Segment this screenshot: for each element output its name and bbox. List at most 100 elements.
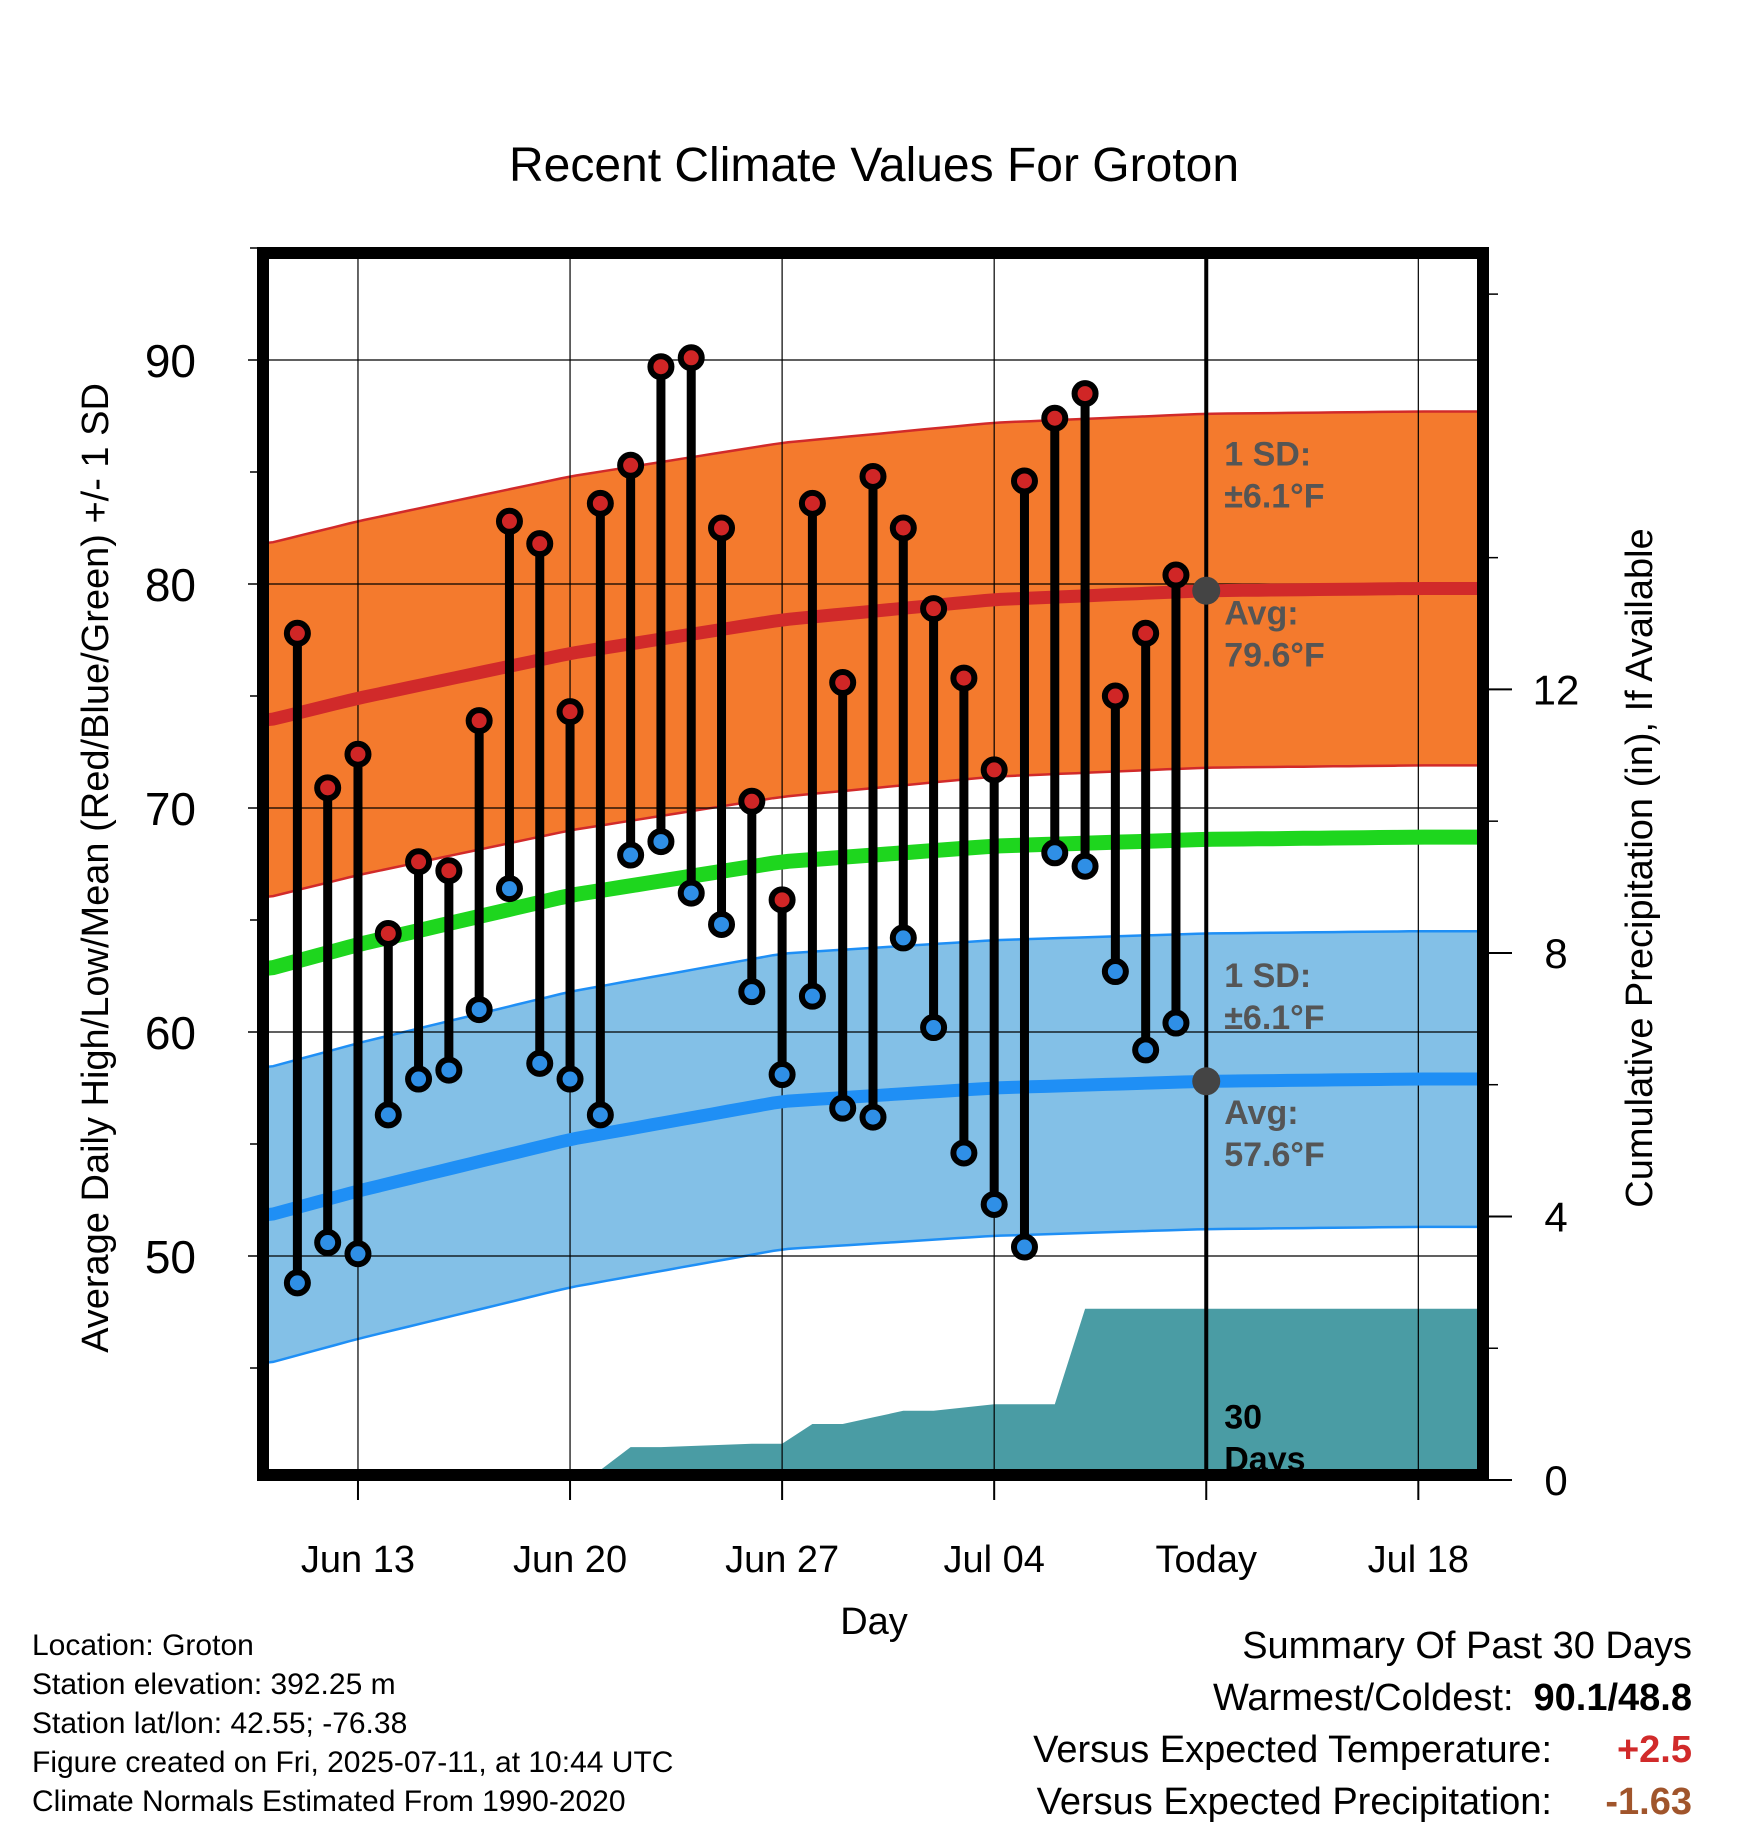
- daily-low-point: [1162, 1009, 1190, 1037]
- daily-high-point: [677, 344, 705, 372]
- daily-low-point: [283, 1269, 311, 1297]
- temp-label: Versus Expected Temperature:: [1033, 1729, 1552, 1771]
- daily-low-point: [859, 1103, 887, 1131]
- info-elevation: Station elevation: 392.25 m: [32, 1668, 396, 1701]
- daily-low-point: [677, 879, 705, 907]
- daily-high-point: [738, 787, 766, 815]
- y2-tick-label: 8: [1544, 930, 1567, 977]
- plot-frame: [257, 247, 1489, 1481]
- y-tick-label: 90: [145, 335, 196, 387]
- daily-high-point: [556, 698, 584, 726]
- daily-high-point: [586, 489, 614, 517]
- precip-area: [532, 1308, 1483, 1475]
- daily-high-point: [829, 669, 857, 697]
- daily-high-point: [859, 462, 887, 490]
- low-avg-annotation: 57.6°F: [1224, 1136, 1325, 1174]
- daily-low-point: [1132, 1036, 1160, 1064]
- daily-low-point: [435, 1056, 463, 1084]
- y2-tick-label: 0: [1544, 1457, 1567, 1504]
- daily-high-point: [980, 756, 1008, 784]
- high-sd-annotation: ±6.1°F: [1224, 477, 1324, 515]
- daily-low-point: [829, 1094, 857, 1122]
- precip-label: Versus Expected Precipitation:: [1036, 1781, 1552, 1823]
- high-sd-upper-edge: [263, 410, 1483, 545]
- daily-low-point: [889, 924, 917, 952]
- daily-low-point: [768, 1061, 796, 1089]
- daily-high-point: [1101, 682, 1129, 710]
- x-tick-label: Jun 13: [301, 1539, 415, 1581]
- summary-panel: Summary Of Past 30 Days Warmest/Coldest:…: [1033, 1620, 1692, 1828]
- summary-temp-row: Versus Expected Temperature: +2.5: [1033, 1724, 1692, 1776]
- daily-high-point: [405, 848, 433, 876]
- y-tick-label: 80: [145, 559, 196, 611]
- daily-high-point: [283, 619, 311, 647]
- y-tick-label: 50: [145, 1231, 196, 1283]
- daily-high-point: [617, 451, 645, 479]
- daily-high-point: [374, 919, 402, 947]
- low-sd-annotation: 1 SD:: [1224, 957, 1311, 995]
- daily-high-point: [1010, 467, 1038, 495]
- daily-low-point: [1071, 852, 1099, 880]
- station-info: Location: Groton Station elevation: 392.…: [32, 1626, 673, 1821]
- daily-high-point: [465, 707, 493, 735]
- daily-low-point: [920, 1014, 948, 1042]
- daily-high-point: [889, 514, 917, 542]
- high-sd-annotation: 1 SD:: [1224, 435, 1311, 473]
- daily-low-point: [526, 1049, 554, 1077]
- y2-tick-label: 4: [1544, 1193, 1567, 1240]
- daily-low-point: [617, 841, 645, 869]
- summary-precip-row: Versus Expected Precipitation: -1.63: [1033, 1776, 1692, 1828]
- daily-high-point: [1162, 561, 1190, 589]
- x-axis-label: Day: [840, 1601, 908, 1643]
- y2-axis-label: Cumulative Precipitation (in), If Availa…: [1619, 528, 1661, 1207]
- daily-low-point: [980, 1190, 1008, 1218]
- y-tick-label: 70: [145, 783, 196, 835]
- x-tick-label: Jul 18: [1368, 1539, 1469, 1581]
- today-low-marker: [1192, 1067, 1221, 1096]
- chart-title: Recent Climate Values For Groton: [509, 139, 1239, 192]
- info-normals: Climate Normals Estimated From 1990-2020: [32, 1785, 626, 1818]
- temp-value: +2.5: [1616, 1729, 1692, 1771]
- daily-high-point: [647, 353, 675, 381]
- daily-high-point: [1071, 380, 1099, 408]
- daily-low-point: [647, 828, 675, 856]
- daily-low-point: [495, 875, 523, 903]
- summary-warmest-row: Warmest/Coldest: 90.1/48.8: [1033, 1672, 1692, 1724]
- daily-low-point: [1010, 1233, 1038, 1261]
- summary-heading: Summary Of Past 30 Days: [1242, 1625, 1692, 1667]
- daily-high-point: [798, 489, 826, 517]
- x-tick-label: Today: [1156, 1539, 1257, 1581]
- daily-low-point: [586, 1101, 614, 1129]
- daily-low-point: [950, 1139, 978, 1167]
- daily-low-point: [374, 1101, 402, 1129]
- y-tick-label: 60: [145, 1007, 196, 1059]
- low-avg-annotation: Avg:: [1224, 1094, 1298, 1132]
- precip-value: -1.63: [1605, 1781, 1692, 1823]
- daily-low-point: [465, 996, 493, 1024]
- low-sd-lower-edge: [263, 1225, 1483, 1365]
- precip-annotation: 30: [1224, 1398, 1262, 1436]
- daily-high-point: [344, 740, 372, 768]
- daily-low-point: [344, 1240, 372, 1268]
- info-created: Figure created on Fri, 2025-07-11, at 10…: [32, 1746, 674, 1779]
- daily-low-point: [314, 1229, 342, 1257]
- x-tick-label: Jun 27: [725, 1539, 839, 1581]
- daily-low-point: [1101, 958, 1129, 986]
- daily-high-point: [1132, 619, 1160, 647]
- info-latlon: Station lat/lon: 42.55; -76.38: [32, 1707, 408, 1740]
- daily-high-point: [1041, 404, 1069, 432]
- daily-high-point: [950, 664, 978, 692]
- low-sd-annotation: ±6.1°F: [1224, 999, 1324, 1037]
- daily-high-point: [768, 886, 796, 914]
- daily-high-point: [526, 530, 554, 558]
- high-avg-annotation: Avg:: [1224, 594, 1298, 632]
- daily-high-point: [314, 774, 342, 802]
- daily-low-point: [708, 910, 736, 938]
- warmest-label: Warmest/Coldest:: [1212, 1677, 1514, 1719]
- daily-low-point: [556, 1065, 584, 1093]
- x-tick-label: Jun 20: [513, 1539, 627, 1581]
- today-high-marker: [1192, 576, 1221, 605]
- daily-low-point: [1041, 839, 1069, 867]
- y2-tick-label: 12: [1533, 666, 1580, 713]
